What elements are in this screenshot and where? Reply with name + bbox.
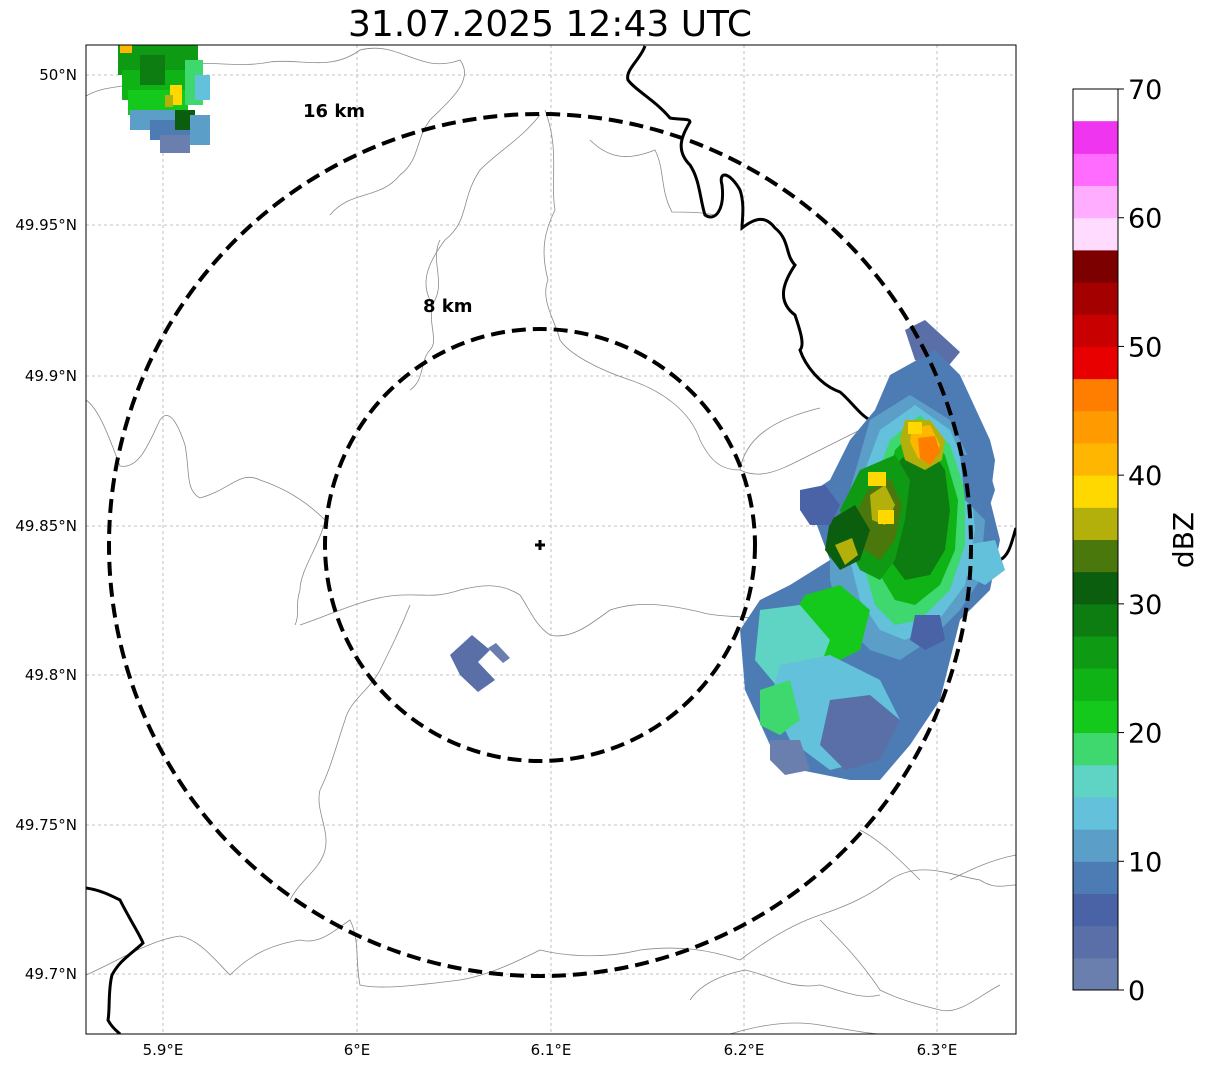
colorbar-bands — [1073, 121, 1118, 991]
colorbar: 0 10 20 30 40 50 60 70 dBZ — [1072, 75, 1200, 1007]
lat-tick-label: 49.7°N — [25, 965, 77, 983]
ring-label-8km: 8 km — [423, 296, 473, 317]
ring-label-16km: 16 km — [303, 101, 365, 122]
colorbar-band — [1073, 410, 1118, 444]
range-ring-8km — [323, 327, 757, 763]
lat-tick-label: 49.85°N — [15, 517, 77, 535]
colorbar-band — [1073, 346, 1118, 380]
colorbar-band — [1073, 957, 1118, 991]
colorbar-band — [1073, 893, 1118, 927]
colorbar-band — [1073, 603, 1118, 637]
colorbar-tick-label: 40 — [1128, 461, 1162, 492]
lon-tick-label: 6.2°E — [724, 1041, 765, 1059]
colorbar-band — [1073, 314, 1118, 347]
colorbar-tick-label: 20 — [1128, 719, 1162, 750]
colorbar-label: dBZ — [1167, 512, 1200, 568]
lon-tick-label: 6°E — [344, 1041, 371, 1059]
colorbar-band — [1073, 925, 1118, 959]
map-title: 31.07.2025 12:43 UTC — [347, 4, 753, 45]
lat-tick-labels: 50°N 49.95°N 49.9°N 49.85°N 49.8°N 49.75… — [15, 66, 77, 983]
colorbar-band — [1073, 217, 1118, 251]
colorbar-band — [1073, 539, 1118, 573]
colorbar-band — [1073, 282, 1118, 315]
range-ring-16km — [107, 112, 973, 978]
colorbar-band — [1073, 764, 1118, 798]
colorbar-tick-label: 30 — [1128, 590, 1162, 621]
lon-tick-label: 5.9°E — [143, 1041, 184, 1059]
lat-tick-label: 49.75°N — [15, 816, 77, 834]
colorbar-band — [1073, 732, 1118, 766]
plot-frame — [85, 44, 1017, 1035]
lon-tick-label: 6.1°E — [531, 1041, 572, 1059]
colorbar-band — [1073, 571, 1118, 605]
colorbar-band — [1073, 378, 1118, 412]
colorbar-band — [1073, 668, 1118, 701]
radar-reflectivity — [118, 45, 1005, 780]
colorbar-band — [1073, 700, 1118, 734]
colorbar-tick-label: 0 — [1128, 976, 1145, 1007]
colorbar-band — [1073, 507, 1118, 540]
lat-tick-label: 49.9°N — [25, 367, 77, 385]
colorbar-band — [1073, 861, 1118, 894]
colorbar-tick-label: 50 — [1128, 332, 1162, 363]
echo-cell-small — [450, 635, 510, 692]
range-rings — [107, 112, 973, 978]
colorbar-band — [1073, 636, 1118, 669]
colorbar-frame — [1072, 88, 1119, 991]
lat-tick-label: 49.8°N — [25, 666, 77, 684]
lat-tick-label: 50°N — [39, 66, 77, 84]
colorbar-tick-label: 70 — [1128, 75, 1162, 106]
colorbar-band — [1073, 249, 1118, 283]
colorbar-ticks: 0 10 20 30 40 50 60 70 — [1118, 75, 1162, 1007]
colorbar-band — [1073, 121, 1118, 154]
lon-tick-label: 6.3°E — [917, 1041, 958, 1059]
colorbar-tick-label: 60 — [1128, 204, 1162, 235]
colorbar-band — [1073, 185, 1118, 219]
colorbar-band — [1073, 829, 1118, 862]
echo-cell-northeast — [740, 320, 1005, 780]
lat-tick-label: 49.95°N — [15, 216, 77, 234]
lon-tick-labels: 5.9°E 6°E 6.1°E 6.2°E 6.3°E — [143, 1041, 958, 1059]
colorbar-tick-label: 10 — [1128, 847, 1162, 878]
municipal-borders — [86, 47, 1016, 1034]
radar-site-marker — [535, 540, 545, 550]
echo-cell-northwest — [118, 45, 210, 153]
colorbar-band — [1073, 442, 1118, 476]
colorbar-band — [1073, 475, 1118, 508]
colorbar-band — [1073, 153, 1118, 187]
colorbar-band — [1073, 796, 1118, 830]
